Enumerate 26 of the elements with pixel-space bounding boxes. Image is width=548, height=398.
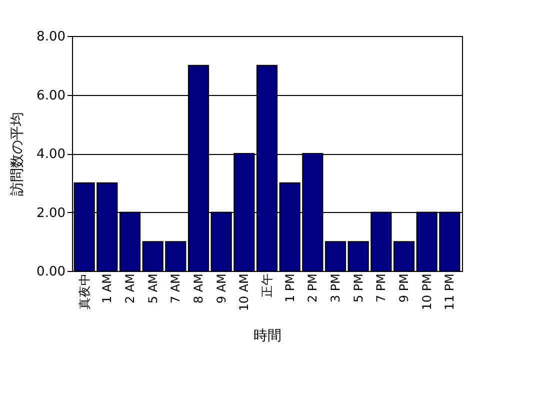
- x-tick-label: 11 PM: [442, 274, 457, 310]
- x-tick-label: 10 PM: [420, 274, 434, 310]
- y-tick-label: 8.00: [36, 30, 66, 44]
- x-tick-label: 8 AM: [192, 274, 206, 304]
- x-tick-label: 2 AM: [123, 274, 137, 304]
- x-tick-label: 5 AM: [146, 274, 160, 304]
- x-tick-label: 9 PM: [397, 274, 411, 303]
- x-tick-label: 9 AM: [214, 274, 228, 304]
- x-tick-label: 2 PM: [306, 274, 320, 303]
- x-tick-label: 3 PM: [328, 274, 342, 303]
- x-tick-label: 10 AM: [237, 274, 252, 312]
- y-tick-label: 4.00: [36, 147, 66, 162]
- y-tick-label: 0.00: [36, 264, 66, 280]
- y-axis-title: 訪問数の平均: [10, 112, 26, 196]
- x-axis-title: 時間: [254, 328, 282, 344]
- x-tick-label: 正午: [260, 274, 274, 298]
- x-tick-label: 真夜中: [77, 274, 92, 310]
- bar: [324, 241, 346, 272]
- x-tick-label: 1 AM: [100, 274, 114, 304]
- y-tick-label: 2.00: [36, 206, 66, 221]
- x-tick-label: 1 PM: [282, 274, 297, 303]
- x-tick-label: 7 AM: [168, 274, 183, 304]
- y-tick-label: 6.00: [36, 88, 66, 104]
- x-tick-label: 7 PM: [374, 274, 388, 303]
- x-tick-label: 5 PM: [351, 274, 366, 303]
- bar: [393, 241, 415, 272]
